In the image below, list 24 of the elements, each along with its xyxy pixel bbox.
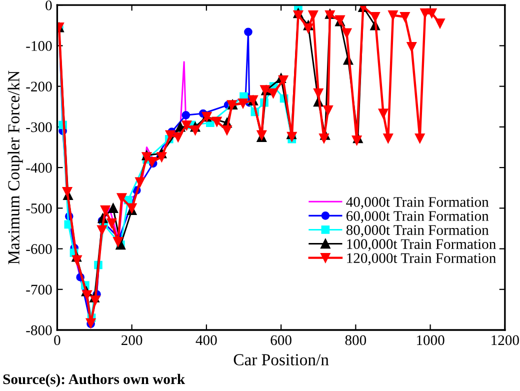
x-axis-title: Car Position/n <box>234 354 329 366</box>
y-tick-label: 0 <box>46 0 52 10</box>
x-tick-label: 0 <box>54 335 60 346</box>
y-tick-label: -300 <box>26 122 52 132</box>
x-tick-label: 1000 <box>417 335 444 346</box>
legend-label: 60,000t Train Formation <box>346 211 489 224</box>
y-tick-label: -700 <box>26 284 52 295</box>
x-tick-label: 400 <box>196 335 217 346</box>
y-tick-label: -800 <box>26 325 52 336</box>
source-note: Source(s): Authors own work <box>3 374 186 388</box>
x-tick-label: 600 <box>270 335 292 346</box>
legend-label: 40,000t Train Formation <box>346 197 489 209</box>
y-axis-title: Maximum Coupler Force/kN <box>8 70 23 264</box>
x-tick-label: 1200 <box>492 335 519 346</box>
legend-label: 80,000t Train Formation <box>346 225 489 238</box>
y-tick-label: -400 <box>26 162 52 173</box>
y-tick-label: -500 <box>26 204 52 214</box>
legend-label: 100,000t Train Formation <box>347 239 496 252</box>
y-tick-label: -200 <box>26 82 52 92</box>
x-tick-label: 800 <box>345 335 366 346</box>
legend-label: 120,000t Train Formation <box>347 253 496 266</box>
x-tick-label: 200 <box>122 335 142 346</box>
y-tick-label: -600 <box>26 244 52 254</box>
y-tick-label: -100 <box>26 41 52 51</box>
